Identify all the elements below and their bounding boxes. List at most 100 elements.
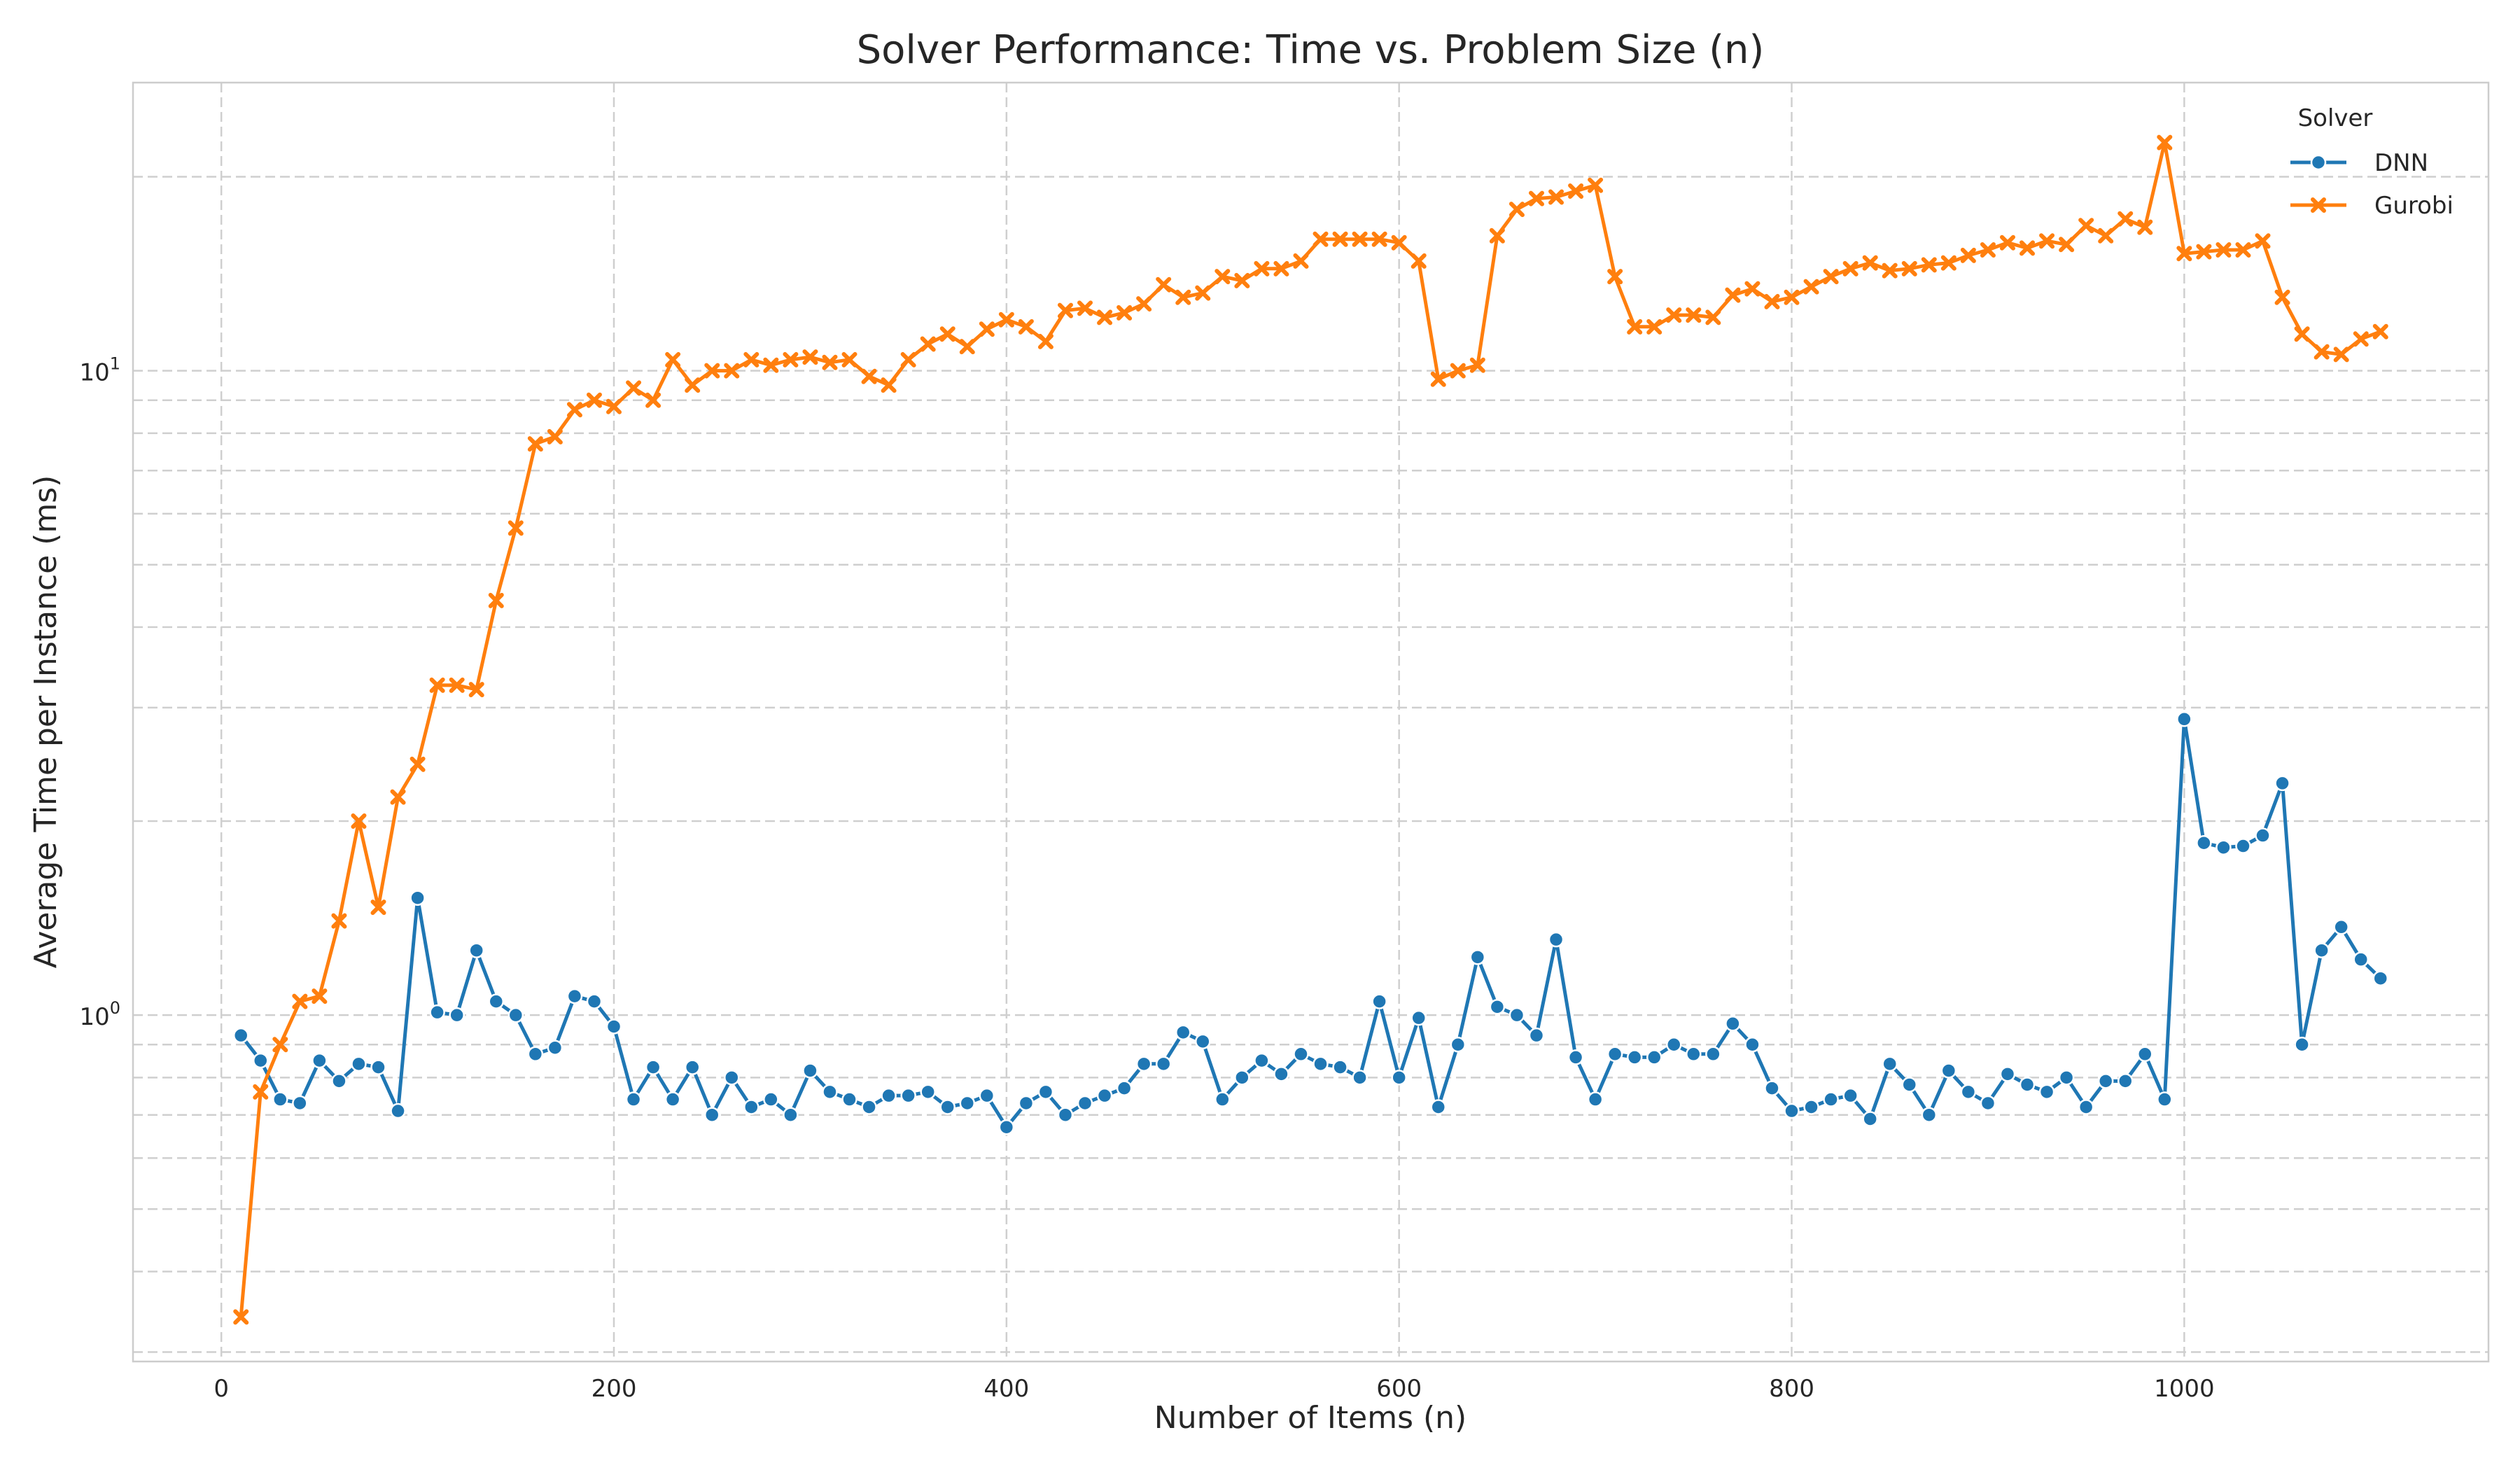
dnn-point [1214, 1091, 1231, 1107]
gurobi-point [626, 380, 642, 396]
gurobi-point [1528, 190, 1544, 206]
gurobi-point [861, 368, 877, 384]
dnn-point [704, 1107, 720, 1123]
dnn-point [272, 1091, 288, 1107]
dnn-point [1862, 1111, 1878, 1127]
dnn-point [1508, 1007, 1525, 1023]
dnn-point [1764, 1080, 1780, 1096]
dnn-point [2137, 1046, 2153, 1063]
dnn-point [232, 1027, 249, 1044]
dnn-point [1273, 1066, 1289, 1082]
gurobi-point [1450, 363, 1466, 379]
dnn-point [1371, 993, 1387, 1009]
dnn-point [1135, 1056, 1152, 1072]
dnn-point [1528, 1027, 1545, 1044]
gurobi-point [272, 1037, 288, 1053]
gurobi-point [1273, 260, 1289, 276]
gurobi-point [783, 351, 799, 368]
gurobi-point [1332, 231, 1348, 247]
gurobi-point [351, 813, 367, 830]
dnn-point [429, 1004, 445, 1021]
y-tick-label: 100 [79, 998, 120, 1031]
gurobi-point [1548, 189, 1564, 205]
dnn-point [1077, 1095, 1093, 1112]
dnn-point [1175, 1024, 1191, 1041]
legend-marker [2310, 154, 2327, 171]
gurobi-point [2196, 244, 2212, 260]
x-axis-label: Number of Items (n) [1154, 1400, 1466, 1436]
gurobi-point [665, 351, 681, 368]
dnn-point [2097, 1073, 2114, 1089]
dnn-point [2078, 1099, 2094, 1115]
gurobi-point [1784, 289, 1800, 305]
gurobi-point [449, 677, 465, 693]
dnn-point [1921, 1107, 1938, 1123]
dnn-point [1332, 1059, 1348, 1075]
dnn-point [1548, 931, 1564, 948]
gurobi-point [1293, 253, 1309, 269]
x-tick-label: 600 [1376, 1375, 1422, 1403]
gurobi-point [685, 377, 701, 393]
dnn-point [1940, 1063, 1957, 1079]
dnn-point [1018, 1095, 1035, 1112]
gurobi-point [704, 363, 720, 379]
dnn-point [1057, 1107, 1074, 1123]
dnn-point [586, 993, 603, 1009]
dnn-point [1587, 1091, 1604, 1107]
dnn-point [1410, 1009, 1427, 1026]
gurobi-point [429, 677, 445, 693]
gurobi-point [2372, 323, 2388, 340]
gurobi-point [1921, 257, 1937, 273]
grid [133, 83, 2488, 1362]
gurobi-point [1666, 307, 1682, 323]
gurobi-point [1136, 296, 1152, 312]
dnn-point [841, 1091, 858, 1107]
gurobi-point [1882, 262, 1898, 279]
y-tick-label: 101 [79, 354, 120, 387]
dnn-point [998, 1119, 1015, 1135]
gurobi-point [1725, 287, 1741, 303]
gurobi-point [292, 993, 308, 1009]
gurobi-point [527, 436, 543, 452]
gurobi-point [2019, 240, 2036, 256]
gurobi-point [1823, 269, 1839, 285]
legend-title: Solver [2298, 104, 2373, 132]
gurobi-point [841, 351, 858, 368]
gurobi-point [1999, 234, 2015, 251]
dnn-point [1254, 1052, 1270, 1069]
gurobi-point [1156, 276, 1172, 293]
dnn-point [1606, 1046, 1623, 1063]
gurobi-point [645, 392, 662, 408]
dnn-point [724, 1070, 740, 1086]
dnn-point [1686, 1046, 1702, 1063]
gurobi-point [1960, 247, 1976, 263]
dnn-point [1882, 1056, 1898, 1072]
series-gurobi [233, 134, 2388, 1325]
gurobi-point [1686, 307, 1702, 323]
gurobi-point [979, 321, 995, 337]
dnn-point [2058, 1070, 2075, 1086]
dnn-point [312, 1052, 328, 1069]
dnn-point [743, 1099, 760, 1115]
dnn-point [2019, 1077, 2036, 1093]
dnn-point [2038, 1084, 2055, 1100]
gurobi-point [1175, 289, 1191, 305]
gurobi-point [1764, 293, 1780, 309]
dnn-point [1784, 1102, 1800, 1119]
dnn-point [2157, 1091, 2173, 1107]
dnn-point [1234, 1070, 1250, 1086]
dnn-point [881, 1087, 897, 1104]
series-layer [232, 134, 2389, 1325]
dnn-point [2255, 827, 2271, 844]
gurobi-point [1116, 304, 1133, 321]
dnn-point [1960, 1084, 1977, 1100]
gurobi-point [1627, 318, 1643, 335]
gurobi-point [1430, 371, 1446, 387]
gurobi-point [900, 351, 916, 368]
gurobi-point [2157, 134, 2173, 150]
gurobi-point [312, 988, 328, 1004]
gurobi-point [2216, 242, 2232, 258]
gurobi-point [2274, 289, 2290, 305]
dnn-point [861, 1099, 877, 1115]
